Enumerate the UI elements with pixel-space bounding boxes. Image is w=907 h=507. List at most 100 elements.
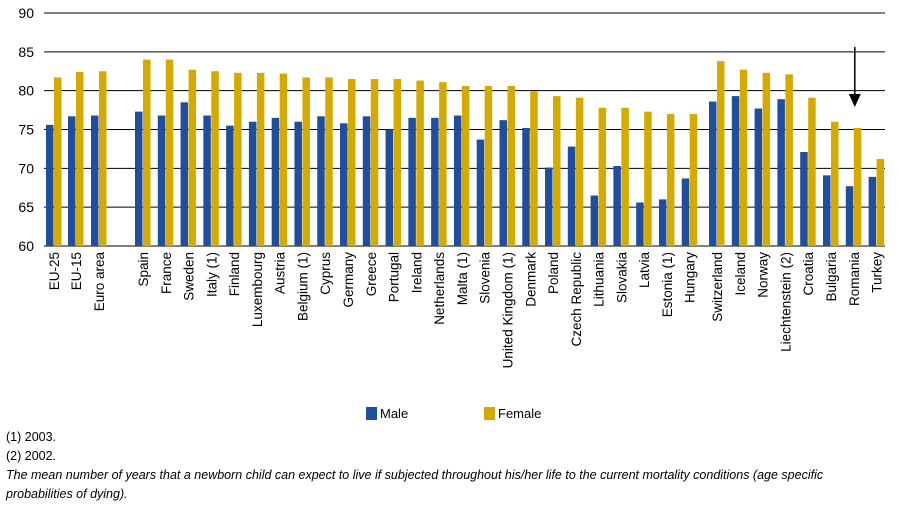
- x-tick-label: Slovenia: [478, 252, 493, 304]
- bar-female-spain: [143, 59, 151, 246]
- x-tick-label: Euro area: [92, 252, 107, 312]
- x-tick-label: Denmark: [523, 252, 538, 307]
- x-tick-label: Norway: [756, 252, 771, 298]
- bar-male-iceland: [731, 96, 740, 246]
- x-tick-label: Finland: [227, 252, 242, 296]
- x-tick-label: Liechtenstein (2): [778, 252, 793, 352]
- bar-male-romania: [845, 186, 854, 246]
- x-tick-label: Netherlands: [432, 252, 447, 325]
- bar-female-france: [165, 59, 174, 246]
- bar-female-slovakia: [621, 107, 629, 247]
- bar-female-slovenia: [484, 86, 493, 246]
- bar-male-lithuania: [590, 195, 599, 246]
- x-tick-label: France: [159, 252, 174, 294]
- x-tick-label: Portugal: [387, 252, 402, 302]
- x-tick-label: United Kingdom (1): [500, 252, 515, 368]
- bar-female-bulgaria: [831, 121, 839, 246]
- bar-male-eu-25: [46, 124, 54, 246]
- legend-label-male: Male: [380, 406, 409, 421]
- bar-male-norway: [754, 108, 763, 246]
- x-tick-label: Sweden: [182, 252, 197, 301]
- x-tick-label: Czech Republic: [569, 252, 584, 347]
- footnote-1: (1) 2003.: [6, 430, 57, 444]
- x-tick-label: Belgium (1): [295, 252, 310, 321]
- bar-female-croatia: [808, 97, 816, 246]
- bar-male-latvia: [636, 202, 644, 246]
- annotation-arrow-head: [848, 94, 861, 107]
- bar-female-denmark: [530, 91, 538, 247]
- bar-female-czech-republic: [575, 97, 584, 246]
- bar-male-germany: [340, 123, 348, 246]
- bar-female-eu-25: [54, 77, 62, 246]
- bar-male-euro-area: [91, 115, 99, 247]
- legend: Male Female: [0, 406, 907, 424]
- bar-male-switzerland: [709, 101, 717, 246]
- bar-female-sweden: [188, 69, 197, 247]
- bar-male-estonia-1: [658, 199, 667, 246]
- bar-female-latvia: [644, 111, 652, 247]
- bar-female-romania: [853, 127, 862, 246]
- bar-female-ireland: [416, 80, 424, 246]
- x-tick-label: Latvia: [637, 252, 652, 289]
- x-tick-label: Greece: [364, 252, 379, 296]
- bar-female-germany: [348, 79, 356, 247]
- bar-male-united-kingdom-1: [499, 120, 507, 246]
- x-tick-label: Ireland: [409, 252, 424, 293]
- bar-male-finland: [226, 125, 234, 246]
- bar-male-portugal: [385, 129, 394, 246]
- bar-male-cyprus: [317, 116, 325, 247]
- bar-male-poland: [545, 167, 553, 246]
- bar-female-liechtenstein-2: [785, 74, 793, 247]
- y-tick-label: 90: [18, 5, 34, 21]
- x-tick-label: Italy (1): [204, 252, 219, 297]
- bar-female-greece: [370, 79, 379, 247]
- bar-female-luxembourg: [256, 72, 265, 246]
- bar-male-slovakia: [613, 166, 621, 246]
- y-tick-label: 70: [18, 160, 34, 176]
- bar-female-lithuania: [598, 107, 607, 247]
- x-tick-label: Slovakia: [614, 252, 629, 304]
- bar-male-denmark: [522, 127, 530, 246]
- x-tick-label: EU-15: [69, 252, 84, 290]
- bar-female-netherlands: [439, 82, 447, 246]
- x-tick-label: Iceland: [733, 252, 748, 296]
- bar-male-croatia: [800, 152, 808, 246]
- bar-female-euro-area: [99, 71, 107, 246]
- x-tick-label: Estonia (1): [660, 252, 675, 317]
- x-tick-label: EU-25: [47, 252, 62, 290]
- bar-female-turkey: [876, 159, 885, 246]
- bar-male-eu-15: [68, 116, 76, 247]
- bar-male-liechtenstein-2: [777, 99, 785, 247]
- bar-female-belgium-1: [302, 77, 310, 246]
- y-tick-label: 65: [18, 199, 34, 215]
- bars: [46, 59, 885, 247]
- bar-male-greece: [362, 116, 371, 247]
- bar-male-turkey: [868, 176, 877, 246]
- y-tick-label: 80: [18, 83, 34, 99]
- bar-female-malta-1: [461, 86, 470, 246]
- y-tick-label: 85: [18, 44, 34, 60]
- legend-swatch-male: [366, 407, 377, 420]
- bar-male-france: [157, 115, 166, 247]
- bar-male-italy-1: [203, 115, 211, 247]
- legend-item-female: Female: [484, 406, 541, 421]
- x-tick-label: Hungary: [683, 252, 698, 303]
- x-tick-label: Switzerland: [710, 252, 725, 322]
- bar-male-ireland: [408, 117, 416, 246]
- bar-female-iceland: [739, 69, 748, 247]
- bar-male-czech-republic: [567, 146, 576, 246]
- bar-male-hungary: [681, 178, 690, 246]
- annotations: [848, 47, 861, 107]
- x-axis-labels: EU-25 EU-15 Euro area Spain France Sweden Ital…: [47, 252, 885, 369]
- bar-female-austria: [279, 73, 288, 246]
- legend-label-female: Female: [498, 406, 542, 421]
- bar-female-portugal: [393, 79, 402, 247]
- x-tick-label: Croatia: [801, 252, 816, 296]
- x-tick-label: Cyprus: [318, 252, 333, 295]
- bar-male-bulgaria: [823, 175, 831, 246]
- bar-male-slovenia: [476, 139, 485, 246]
- bar-female-estonia-1: [666, 113, 675, 246]
- bar-female-cyprus: [325, 77, 333, 246]
- y-axis: 60 65 70 75 80 85 90: [18, 5, 34, 254]
- x-tick-label: Malta (1): [455, 252, 470, 305]
